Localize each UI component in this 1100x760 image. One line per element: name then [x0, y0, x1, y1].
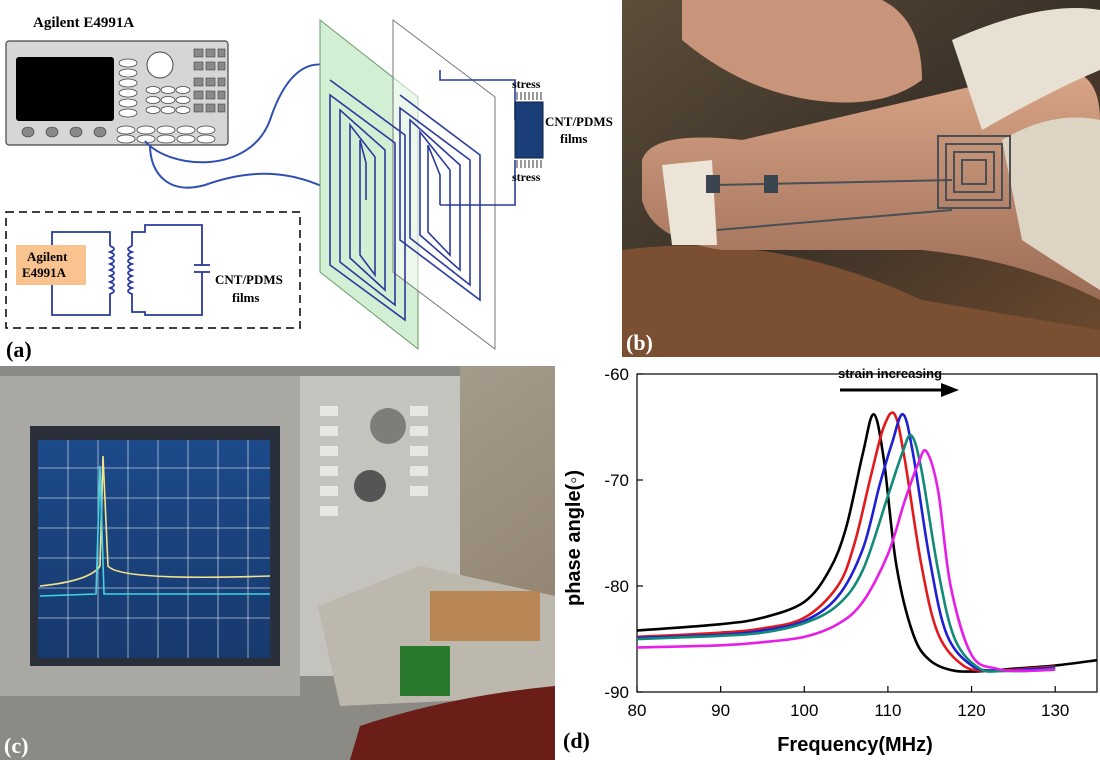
- x-tick-label: 80: [628, 701, 647, 720]
- y-axis-ticks: -60 -70 -80 -90: [604, 365, 643, 702]
- series-line-4: [636, 433, 1056, 673]
- plot-frame: [636, 373, 1098, 693]
- x-tick-label: 120: [957, 701, 985, 720]
- films-label-line1: CNT/PDMS: [545, 114, 613, 129]
- phase-angle-chart: 80 90 100 110 120 130 -60 -70 -80 -90 strain inc…: [563, 365, 1098, 756]
- equivalent-circuit: [5, 211, 301, 329]
- circuit-films-label-line2: films: [232, 290, 259, 305]
- y-tick-label: -60: [604, 365, 629, 384]
- films-label-line2: films: [560, 131, 587, 146]
- x-tick-label: 110: [874, 701, 901, 720]
- circuit-source-label-line1: Agilent: [27, 249, 68, 264]
- circuit-source-label-line2: E4991A: [22, 265, 67, 280]
- circuit-films-label-line1: CNT/PDMS: [215, 272, 283, 287]
- analyzer-setup-photo: (c): [0, 366, 555, 760]
- sensor-coil: [399, 70, 516, 302]
- strain-annotation: strain increasing: [838, 366, 942, 381]
- y-axis-title: phase angle(◦): [563, 470, 585, 606]
- x-tick-label: 90: [711, 701, 730, 720]
- y-tick-label: -70: [604, 471, 629, 490]
- panel-b-photo: (b): [622, 0, 1100, 357]
- x-tick-label: 100: [790, 701, 818, 720]
- x-axis-title: Frequency(MHz): [777, 734, 933, 756]
- series-line-3: [636, 412, 1056, 673]
- panel-a-schematic: Agilent E4991A stress stress: [0, 0, 615, 362]
- panel-c-label: (c): [4, 733, 28, 758]
- finger-sensor-photo: (b): [622, 0, 1100, 357]
- series-group: [636, 411, 1098, 673]
- instrument-title: Agilent E4991A: [33, 15, 134, 31]
- stress-label-top: stress: [512, 77, 541, 91]
- network-analyzer-illustration: [5, 40, 229, 146]
- panel-d-chart: 80 90 100 110 120 130 -60 -70 -80 -90 strain inc…: [555, 358, 1100, 760]
- strain-arrowhead: [941, 383, 959, 397]
- panel-b-label: (b): [626, 330, 653, 355]
- panel-d-label: (d): [563, 728, 590, 753]
- reader-coil: [329, 79, 406, 322]
- y-tick-label: -80: [604, 577, 629, 596]
- x-axis-ticks: 80 90 100 110 120 130: [628, 686, 1069, 720]
- series-line-2: [636, 411, 1056, 673]
- series-line-5: [636, 449, 1056, 673]
- x-tick-label: 130: [1041, 701, 1069, 720]
- cnt-pdms-film-illustration: [514, 92, 544, 168]
- stress-label-bottom: stress: [512, 170, 541, 184]
- panel-a-label: (a): [6, 337, 32, 362]
- y-tick-label: -90: [604, 683, 629, 702]
- panel-c-photo: (c): [0, 366, 555, 760]
- schematic-diagram: Agilent E4991A stress stress: [5, 15, 613, 362]
